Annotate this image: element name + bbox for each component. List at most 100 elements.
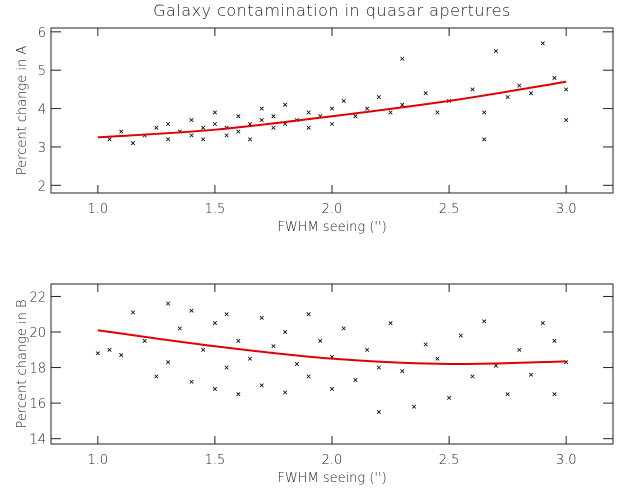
x-tick-label: 3.0 — [556, 453, 577, 468]
data-point — [283, 329, 288, 335]
data-point — [411, 404, 417, 409]
y-tick-label: 14 — [29, 433, 46, 448]
data-point — [95, 351, 100, 356]
data-point — [376, 409, 381, 415]
data-point — [247, 137, 253, 142]
x-tick-label: 1.5 — [205, 453, 226, 468]
data-point — [400, 56, 405, 61]
data-point — [189, 133, 194, 138]
data-point — [236, 114, 241, 119]
y-tick-label: 2 — [38, 179, 46, 194]
data-point — [142, 338, 147, 343]
y-tick-label: 3 — [38, 141, 46, 156]
data-point — [201, 347, 206, 352]
data-point — [271, 344, 276, 349]
data-point — [154, 125, 159, 130]
data-point — [528, 91, 534, 96]
data-point — [166, 121, 171, 127]
data-point — [388, 110, 393, 115]
data-point — [318, 338, 323, 343]
data-point — [247, 356, 253, 361]
data-point — [166, 301, 171, 306]
x-tick-label: 2.0 — [322, 453, 343, 468]
data-point — [528, 372, 534, 377]
data-point — [329, 121, 335, 127]
data-point — [130, 310, 136, 315]
y-axis-label: Percent change in B — [15, 299, 30, 428]
data-point — [470, 374, 475, 379]
data-point — [201, 125, 206, 130]
x-tick-label: 2.0 — [322, 202, 343, 217]
data-point — [177, 326, 182, 331]
data-point — [283, 102, 288, 107]
data-point — [212, 121, 217, 127]
x-axis-label: FWHM seeing ('') — [277, 220, 386, 235]
data-point — [493, 48, 498, 54]
data-point — [154, 374, 159, 379]
data-point — [224, 312, 229, 317]
x-tick-label: 1.0 — [87, 453, 108, 468]
data-point — [552, 338, 557, 343]
data-point — [212, 386, 217, 391]
data-point — [365, 347, 370, 352]
data-point — [166, 137, 171, 142]
data-point — [306, 374, 311, 379]
data-point — [423, 91, 428, 96]
data-point — [271, 125, 276, 130]
chart-title: Galaxy contamination in quasar apertures — [153, 1, 511, 20]
data-point — [540, 41, 545, 46]
data-point — [130, 141, 136, 146]
data-point — [259, 383, 264, 388]
data-point — [341, 326, 346, 331]
data-point — [353, 114, 358, 119]
x-tick-label: 1.0 — [87, 202, 108, 217]
data-point — [271, 114, 276, 119]
data-point — [564, 118, 569, 123]
data-point — [189, 308, 194, 313]
y-tick-label: 4 — [38, 103, 46, 118]
data-point — [201, 137, 206, 142]
data-point — [259, 106, 264, 111]
data-point — [166, 360, 171, 365]
data-point — [458, 333, 463, 338]
data-point — [493, 363, 498, 368]
data-point — [482, 319, 487, 324]
data-point — [376, 365, 381, 370]
plot-frame — [50, 283, 614, 445]
x-tick-label: 1.5 — [205, 202, 226, 217]
data-point — [564, 87, 569, 92]
data-point — [423, 342, 428, 347]
y-tick-label: 16 — [29, 397, 46, 412]
x-tick-label: 2.5 — [439, 202, 460, 217]
data-point — [212, 110, 217, 115]
data-point — [189, 118, 194, 123]
data-point — [224, 365, 229, 370]
data-point — [236, 129, 241, 134]
data-point — [353, 377, 358, 383]
x-tick-label: 2.5 — [439, 453, 460, 468]
fit-line — [97, 329, 567, 366]
data-point — [236, 338, 241, 343]
data-point — [517, 83, 522, 88]
data-point — [552, 75, 557, 80]
data-point — [435, 356, 440, 361]
data-point — [306, 110, 311, 115]
data-point — [294, 361, 299, 367]
y-tick-label: 18 — [29, 362, 46, 377]
y-tick-label: 5 — [38, 64, 46, 79]
data-point — [505, 94, 510, 100]
data-point — [505, 392, 510, 397]
data-point — [482, 110, 487, 115]
data-point — [236, 392, 241, 397]
data-point — [552, 392, 557, 397]
data-point — [119, 129, 124, 134]
y-axis-label: Percent change in A — [15, 46, 30, 176]
data-point — [540, 321, 545, 326]
y-tick-label: 22 — [29, 290, 46, 305]
data-point — [306, 312, 311, 317]
data-point — [435, 110, 440, 115]
data-point — [259, 118, 264, 123]
data-point — [212, 321, 217, 326]
data-point — [224, 133, 229, 138]
